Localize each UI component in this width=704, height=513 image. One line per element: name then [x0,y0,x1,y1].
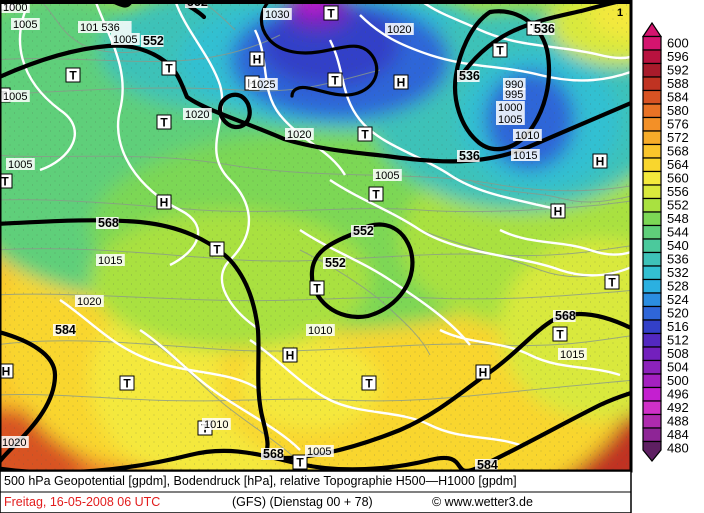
svg-text:480: 480 [667,440,689,455]
svg-text:536: 536 [534,22,555,36]
svg-text:1005: 1005 [307,446,331,458]
svg-text:H: H [479,366,488,380]
svg-text:1005: 1005 [8,159,32,171]
svg-text:H: H [397,76,406,90]
svg-text:1005: 1005 [498,114,522,126]
svg-text:T: T [69,69,77,83]
svg-text:1020: 1020 [77,296,101,308]
svg-text:H: H [554,205,563,219]
svg-text:1010: 1010 [204,419,228,431]
svg-text:T: T [165,62,173,76]
svg-text:H: H [596,155,605,169]
svg-text:H: H [160,196,169,210]
svg-text:1010: 1010 [308,325,332,337]
svg-text:536: 536 [459,69,480,83]
svg-text:1000: 1000 [498,102,522,114]
svg-text:H: H [2,365,11,379]
svg-text:T: T [1,175,9,189]
svg-text:T: T [160,116,168,130]
svg-text:H: H [286,349,295,363]
svg-text:T: T [213,243,221,257]
svg-text:568: 568 [98,216,119,230]
svg-text:T: T [296,456,304,470]
svg-text:568: 568 [263,447,284,461]
svg-text:568: 568 [555,309,576,323]
svg-text:1: 1 [617,7,623,19]
svg-text:552: 552 [325,256,346,270]
svg-text:T: T [331,74,339,88]
svg-text:1015: 1015 [513,150,537,162]
svg-text:1030: 1030 [265,9,289,21]
svg-text:T: T [372,188,380,202]
svg-text:536: 536 [459,149,480,163]
svg-text:T: T [313,282,321,296]
svg-text:1005: 1005 [13,19,37,31]
svg-text:584: 584 [55,323,76,337]
svg-text:500 hPa Geopotential [gpdm], B: 500 hPa Geopotential [gpdm], Bodendruck … [4,474,517,488]
svg-text:1020: 1020 [287,129,311,141]
svg-text:1025: 1025 [251,79,275,91]
svg-text:Freitag, 16-05-2008 06 UTC: Freitag, 16-05-2008 06 UTC [4,495,160,509]
svg-text:1020: 1020 [185,109,209,121]
svg-text:1020: 1020 [2,437,26,449]
svg-text:1005: 1005 [375,170,399,182]
svg-text:T: T [496,44,504,58]
svg-text:995: 995 [505,89,523,101]
svg-text:T: T [556,328,564,342]
svg-text:T: T [365,377,373,391]
svg-text:T: T [361,128,369,142]
svg-text:(GFS) (Dienstag 00 + 78): (GFS) (Dienstag 00 + 78) [232,495,373,509]
svg-text:1020: 1020 [387,24,411,36]
svg-text:552: 552 [353,224,374,238]
svg-text:T: T [327,7,335,21]
svg-text:H: H [253,53,262,67]
svg-text:101 536: 101 536 [80,22,120,34]
svg-text:T: T [123,377,131,391]
svg-text:552: 552 [143,34,164,48]
svg-text:1015: 1015 [560,349,584,361]
svg-text:1015: 1015 [98,255,122,267]
svg-text:© www.wetter3.de: © www.wetter3.de [432,495,533,509]
svg-text:1005: 1005 [113,34,137,46]
svg-text:T: T [608,276,616,290]
svg-text:1005: 1005 [3,91,27,103]
svg-text:1010: 1010 [515,130,539,142]
